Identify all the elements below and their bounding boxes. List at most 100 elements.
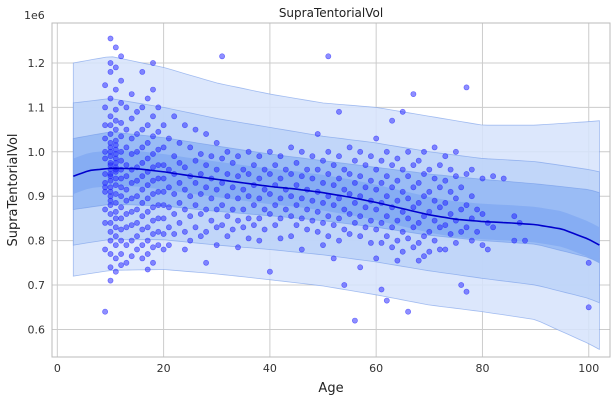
data-point bbox=[351, 157, 358, 164]
data-point bbox=[463, 202, 470, 208]
data-point bbox=[139, 199, 146, 206]
data-point bbox=[394, 217, 401, 224]
data-point bbox=[511, 237, 518, 244]
data-point bbox=[256, 195, 263, 202]
data-point bbox=[144, 122, 151, 129]
data-point bbox=[203, 259, 209, 266]
data-point bbox=[325, 213, 332, 220]
data-point bbox=[277, 153, 284, 160]
data-point bbox=[288, 233, 294, 240]
data-point bbox=[431, 175, 438, 182]
data-point bbox=[181, 164, 188, 171]
data-point bbox=[118, 215, 124, 222]
data-point bbox=[155, 162, 162, 168]
data-point bbox=[256, 175, 263, 182]
data-point bbox=[330, 255, 337, 262]
data-point bbox=[288, 171, 294, 177]
data-point bbox=[410, 244, 417, 251]
data-point bbox=[102, 122, 108, 129]
data-point bbox=[336, 153, 342, 160]
data-point bbox=[187, 144, 194, 151]
data-point bbox=[351, 199, 358, 206]
data-point bbox=[118, 184, 124, 191]
data-point bbox=[357, 148, 364, 155]
data-point bbox=[490, 224, 496, 231]
data-point bbox=[181, 246, 188, 253]
data-point bbox=[250, 202, 257, 208]
data-point bbox=[277, 175, 284, 182]
data-point bbox=[102, 184, 108, 191]
data-point bbox=[107, 113, 114, 120]
x-tick-label-1: 20 bbox=[157, 362, 171, 375]
data-point bbox=[112, 215, 119, 222]
data-point bbox=[219, 222, 225, 228]
data-point bbox=[134, 219, 140, 226]
data-point bbox=[213, 242, 220, 248]
data-point bbox=[160, 231, 167, 237]
data-point bbox=[107, 122, 114, 129]
data-point bbox=[357, 173, 364, 180]
data-point bbox=[272, 162, 279, 168]
data-point bbox=[203, 228, 209, 235]
data-point bbox=[224, 171, 231, 177]
data-point bbox=[192, 157, 199, 164]
data-point bbox=[128, 253, 135, 260]
data-point bbox=[160, 144, 167, 151]
data-point bbox=[383, 213, 390, 220]
data-point bbox=[383, 233, 390, 240]
data-point bbox=[240, 206, 247, 213]
data-point bbox=[336, 195, 342, 202]
data-point bbox=[479, 211, 486, 217]
data-point bbox=[144, 95, 151, 102]
data-point bbox=[123, 144, 130, 151]
data-point bbox=[181, 186, 188, 193]
data-point bbox=[213, 224, 220, 231]
data-point bbox=[383, 297, 390, 304]
data-point bbox=[405, 308, 411, 315]
data-point bbox=[134, 148, 140, 155]
data-point bbox=[176, 219, 183, 226]
data-point bbox=[155, 175, 162, 182]
data-point bbox=[123, 162, 130, 168]
data-point bbox=[134, 206, 140, 213]
data-point bbox=[447, 211, 454, 217]
data-point bbox=[452, 173, 459, 180]
data-point bbox=[144, 139, 151, 146]
data-point bbox=[224, 193, 231, 200]
data-point bbox=[102, 135, 108, 142]
data-point bbox=[256, 215, 263, 222]
data-point bbox=[112, 208, 119, 215]
data-points bbox=[102, 35, 592, 324]
median-curve bbox=[73, 167, 600, 246]
data-point bbox=[112, 175, 119, 182]
data-point bbox=[229, 159, 236, 166]
data-point bbox=[336, 108, 342, 115]
data-point bbox=[436, 246, 443, 253]
data-point bbox=[463, 224, 470, 231]
data-point bbox=[415, 219, 422, 226]
data-point bbox=[367, 217, 374, 224]
y-tick-label-3: 0.9 bbox=[28, 190, 46, 203]
data-point bbox=[314, 131, 321, 137]
data-point bbox=[378, 239, 385, 246]
data-point bbox=[298, 195, 305, 202]
data-point bbox=[336, 237, 342, 244]
data-point bbox=[102, 308, 108, 315]
data-point bbox=[351, 317, 358, 324]
data-point bbox=[330, 162, 337, 168]
data-point bbox=[213, 166, 220, 173]
data-point bbox=[383, 193, 390, 200]
data-point bbox=[394, 237, 401, 244]
data-point bbox=[107, 95, 114, 102]
data-point bbox=[394, 155, 401, 162]
data-point bbox=[123, 259, 130, 266]
data-point bbox=[490, 173, 496, 180]
data-point bbox=[155, 242, 162, 248]
data-point bbox=[192, 126, 199, 133]
data-point bbox=[235, 153, 241, 160]
data-point bbox=[181, 206, 188, 213]
data-point bbox=[325, 233, 332, 240]
data-point bbox=[219, 53, 225, 60]
data-point bbox=[208, 153, 215, 160]
data-point bbox=[261, 186, 268, 193]
